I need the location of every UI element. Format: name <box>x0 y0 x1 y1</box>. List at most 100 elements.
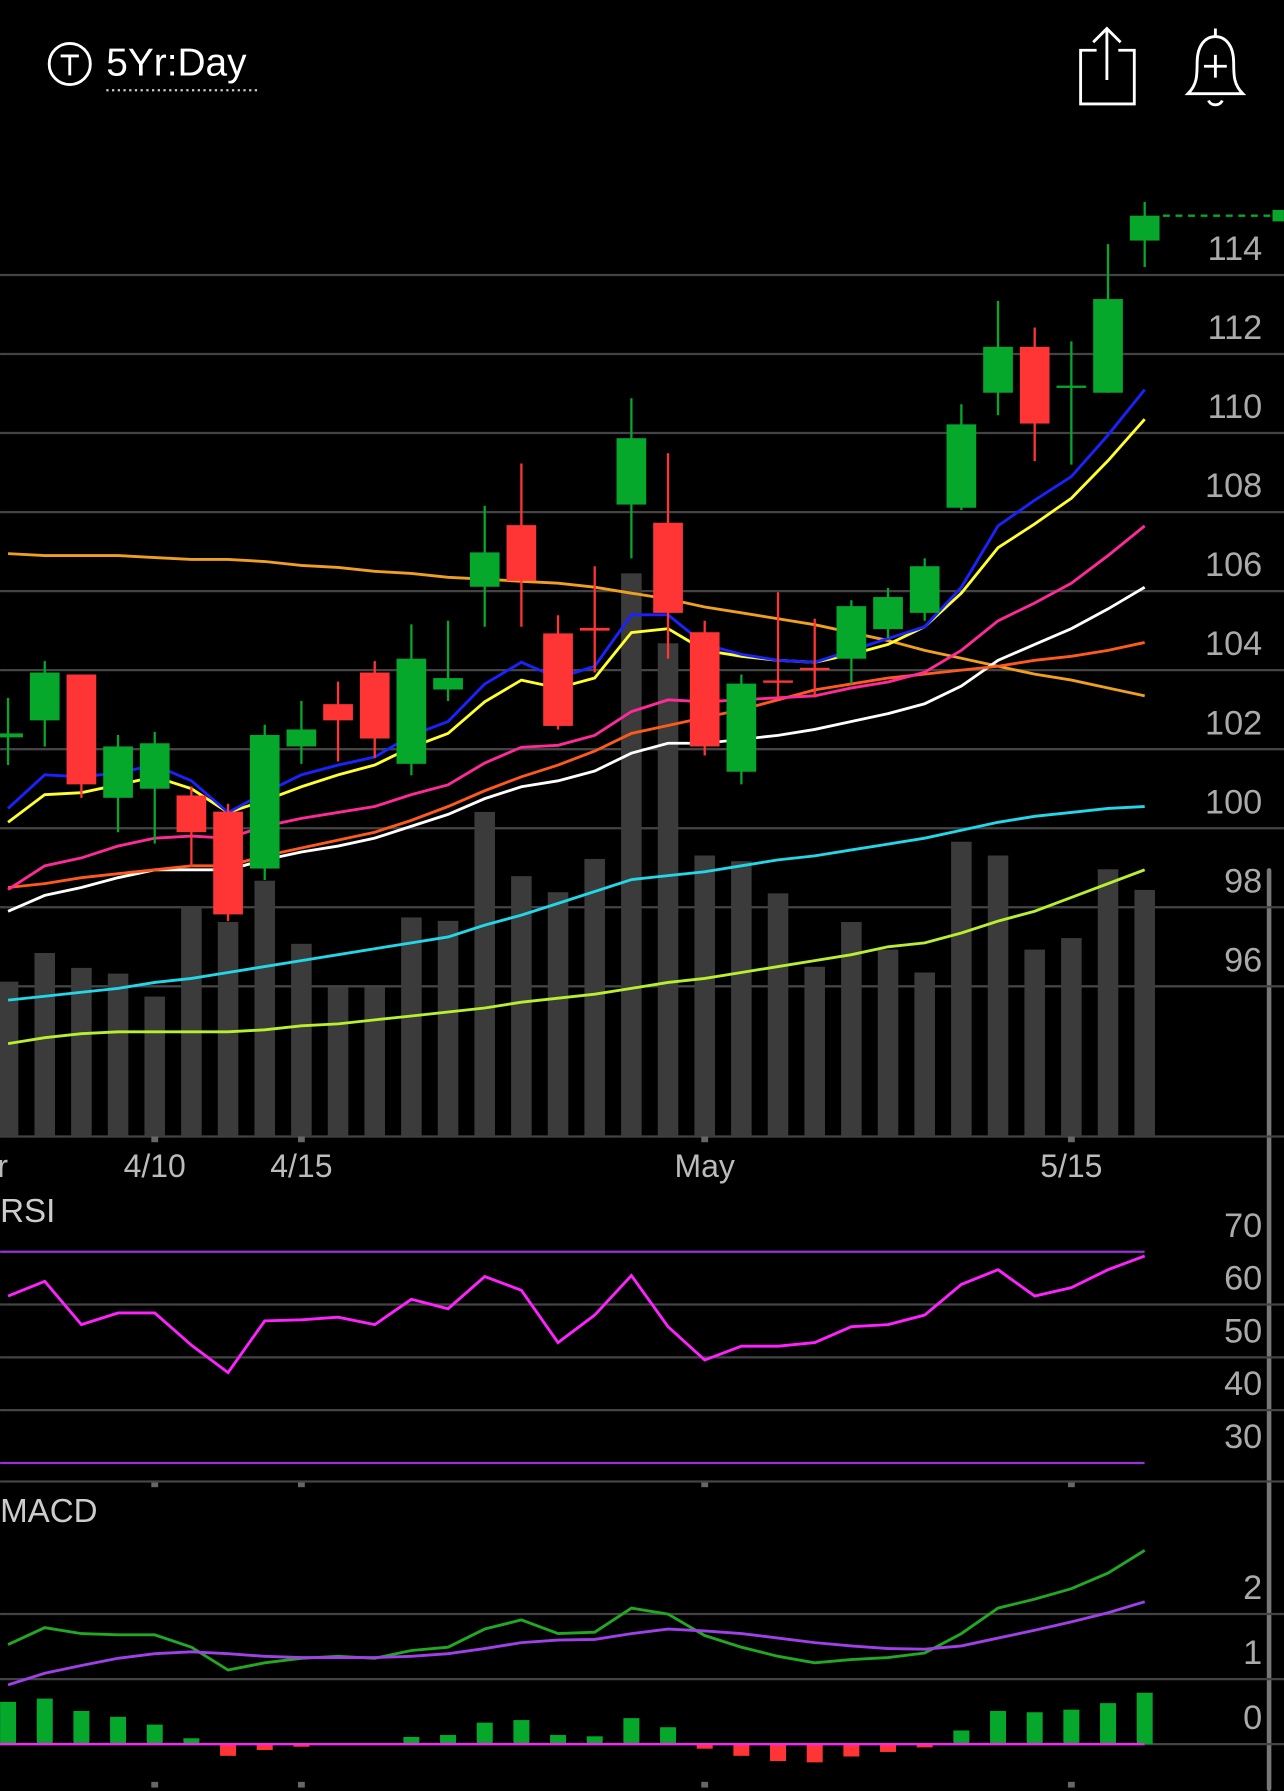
y-tick-label: 30 <box>1224 1418 1262 1456</box>
timeframe-label: 5Yr:Day <box>106 41 247 84</box>
candle-body <box>836 606 867 659</box>
y-tick-label: 50 <box>1224 1312 1262 1350</box>
macd-histogram-bar <box>1100 1703 1117 1745</box>
candle-body <box>1019 346 1050 424</box>
volume-bar <box>804 966 825 1137</box>
moving-average <box>7 868 1146 1046</box>
y-tick-label: 40 <box>1224 1365 1262 1403</box>
macd-line <box>7 1600 1146 1687</box>
macd-title: MACD <box>0 1493 98 1530</box>
candle-body <box>1056 385 1087 388</box>
candle-body <box>29 672 60 721</box>
last-price-marker <box>1272 209 1284 222</box>
scrollbar[interactable] <box>1266 868 1272 1791</box>
macd-histogram-bar <box>696 1744 713 1749</box>
x-tick-mark <box>297 1781 305 1788</box>
share-box <box>1079 48 1136 106</box>
candle-body <box>359 672 390 739</box>
x-tick-mark <box>297 1481 305 1488</box>
candle-body <box>1093 299 1123 393</box>
y-tick-label: 114 <box>1208 230 1263 268</box>
x-tick-mark <box>151 1781 159 1788</box>
candle-body <box>726 683 757 772</box>
y-tick-label: 100 <box>1205 783 1262 821</box>
y-tick-label: 104 <box>1205 625 1262 663</box>
candle-body <box>653 522 683 613</box>
candle-body <box>66 674 97 785</box>
candle-body <box>909 566 940 613</box>
volume-bar <box>1024 949 1045 1137</box>
x-tick-label: 4/15 <box>270 1148 332 1184</box>
volume-bar <box>1134 889 1155 1137</box>
y-tick-label: 112 <box>1208 309 1263 347</box>
macd-histogram-bar <box>1136 1692 1153 1745</box>
timeframe-button[interactable]: 5Yr:Day <box>47 41 258 92</box>
volume-bar <box>107 973 129 1137</box>
moving-average <box>7 552 1145 698</box>
macd-histogram-bar <box>403 1736 420 1745</box>
volume-bar <box>694 855 715 1137</box>
volume-bar <box>71 967 92 1137</box>
volume-bar <box>364 987 386 1137</box>
macd-histogram-bar <box>36 1698 53 1745</box>
volume-bar <box>987 855 1009 1137</box>
x-tick-mark <box>1067 1136 1075 1143</box>
candle-body <box>176 795 207 833</box>
candle-body <box>983 346 1013 393</box>
alert-button[interactable] <box>1184 28 1247 107</box>
candle-body <box>763 680 793 683</box>
candle-body <box>469 552 500 587</box>
volume-bar <box>951 841 972 1137</box>
macd-histogram-bar <box>440 1735 457 1745</box>
x-tick-label: 4/10 <box>124 1148 186 1184</box>
volume-bar <box>437 920 459 1137</box>
y-tick-label: 98 <box>1224 862 1262 900</box>
candle-body <box>0 733 23 738</box>
moving-average <box>7 388 1146 815</box>
moving-average <box>7 418 1146 824</box>
volume-bar <box>511 876 532 1137</box>
macd-histogram-bar <box>73 1710 90 1745</box>
rsi-line <box>7 1254 1146 1375</box>
volume-bar <box>474 811 495 1137</box>
candle-body <box>946 424 977 508</box>
macd-histogram-bar <box>990 1710 1007 1745</box>
volume-bar <box>34 952 56 1137</box>
x-tick-mark <box>151 1136 159 1143</box>
moving-average <box>7 524 1146 891</box>
volume-bar <box>1061 938 1082 1137</box>
macd-histogram-bar <box>1026 1712 1043 1745</box>
macd-histogram-bar <box>550 1735 567 1745</box>
candle-body <box>799 667 830 671</box>
volume-bar <box>547 892 569 1137</box>
x-tick-mark <box>297 1136 305 1143</box>
volume-bar <box>254 880 276 1137</box>
macd-histogram-bar <box>220 1744 237 1756</box>
volume-bar <box>621 573 642 1137</box>
volume-bar <box>401 917 422 1137</box>
y-tick-label: 108 <box>1205 467 1262 505</box>
share-button[interactable] <box>1079 26 1136 106</box>
x-tick-label: May <box>675 1148 735 1184</box>
volume-bar <box>731 861 752 1137</box>
x-tick-mark <box>1067 1481 1075 1488</box>
x-tick-label: r <box>0 1148 8 1184</box>
candle-body <box>103 746 133 798</box>
candle-body <box>249 734 280 869</box>
macd-histogram-bar <box>146 1724 163 1745</box>
x-tick-label: 5/15 <box>1040 1148 1102 1184</box>
x-tick-mark <box>151 1481 159 1488</box>
macd-histogram-bar <box>916 1744 933 1748</box>
macd-histogram-bar <box>183 1738 200 1745</box>
volume-bar <box>877 949 899 1137</box>
timeframe-icon <box>47 41 92 86</box>
macd-histogram-bar <box>0 1701 17 1745</box>
bell <box>1184 35 1247 96</box>
y-tick-label: 0 <box>1243 1699 1262 1737</box>
candle-body <box>213 811 243 915</box>
macd-histogram-bar <box>953 1730 970 1745</box>
x-tick-mark <box>1067 1781 1075 1788</box>
macd-histogram-bar <box>513 1720 530 1745</box>
volume-bar <box>657 643 679 1137</box>
